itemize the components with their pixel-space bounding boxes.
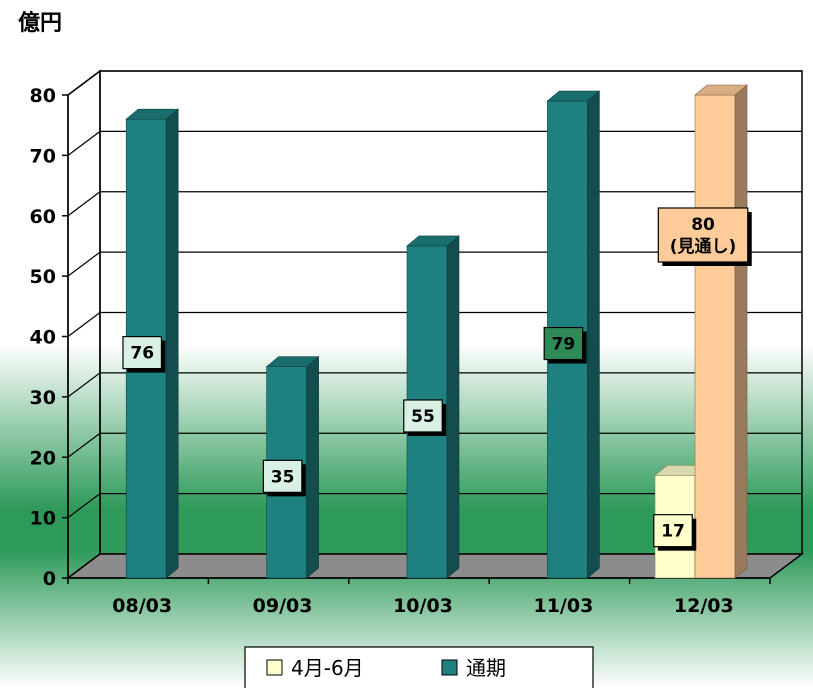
data-label-fullyear-11-03-text: 79 [552,335,576,355]
legend-swatch [266,659,283,676]
data-label-fullyear-08-03-box [122,335,163,370]
y-tick-label: 60 [30,206,56,228]
bar-fullyear-09-03-top [265,356,320,367]
data-label-fullyear-09-03-box [262,459,303,493]
gridline-side [67,251,101,277]
y-tick-label: 20 [30,447,56,469]
gridline-side [67,191,101,217]
x-tick-label: 09/03 [253,595,313,617]
legend-swatch [441,659,458,676]
bar-fullyear-12-03-top [694,84,748,96]
legend-label: 通期 [466,656,506,680]
bar-fullyear-09-03-side [306,356,319,579]
data-label-fullyear-09-03: 35 [262,459,306,497]
data-label-q1-12-03-text: 17 [661,522,685,542]
y-tick-label: 50 [30,266,56,288]
gridline-side [67,312,101,337]
data-label-fullyear-11-03-box [543,326,584,361]
legend-label: 4月-6月 [291,656,364,680]
data-label-fullyear-08-03: 76 [122,335,166,373]
bar-fullyear-12-03-side [734,84,748,579]
bar-fullyear-12-03-front [694,94,736,579]
data-label-fullyear-10-03-box [403,399,443,433]
x-tick-label: 10/03 [393,595,453,617]
bar-fullyear-08-03-top [125,108,180,120]
data-label-q1-12-03: 17 [653,514,697,551]
gridline-side [67,493,101,519]
gridline-side [67,130,101,156]
data-label-fullyear-09-03-text: 35 [271,467,295,487]
bar-fullyear-10-03-side [446,235,460,579]
data-label-fullyear-12-03-box [657,207,749,263]
data-label-fullyear-08-03-text: 76 [130,344,154,364]
x-tick-label: 08/03 [112,595,172,617]
unit-label: 億円 [18,10,62,36]
y-tick-label: 10 [30,508,56,530]
bar-fullyear-10-03-top [406,235,460,247]
x-tick-label: 12/03 [674,595,734,617]
y-tick-label: 0 [43,568,56,590]
bar-fullyear-11-03-side [587,90,600,579]
data-label-fullyear-10-03-text: 55 [411,407,435,427]
data-label-fullyear-11-03: 79 [543,326,587,364]
y-tick-label: 40 [30,327,56,349]
data-label-fullyear-12-03-text: 80 [691,215,715,235]
bar-fullyear-11-03-top [546,90,601,102]
x-tick-label: 11/03 [533,595,593,617]
bar-fullyear-12-03 [694,84,748,579]
gridline-side [67,372,101,398]
gridline-side [67,432,101,458]
data-label-fullyear-12-03: 80(見通し) [657,207,752,266]
y-tick-label: 30 [30,387,56,409]
legend-box [244,646,594,690]
y-tick-label: 80 [30,85,56,107]
gridline-side [67,70,101,96]
data-label-q1-12-03-box [653,514,693,548]
plot-area: 0 10 20 30 40 50 60 70 80 08/03 09/03 10/03 11/03 12/… [30,69,805,617]
y-tick-label: 70 [30,145,56,167]
data-label-fullyear-10-03: 55 [403,399,447,436]
bar-fullyear-08-03-side [165,108,179,579]
data-label-fullyear-12-03-text: (見通し) [670,237,737,257]
legend: 4月-6月 通期 [244,646,594,690]
